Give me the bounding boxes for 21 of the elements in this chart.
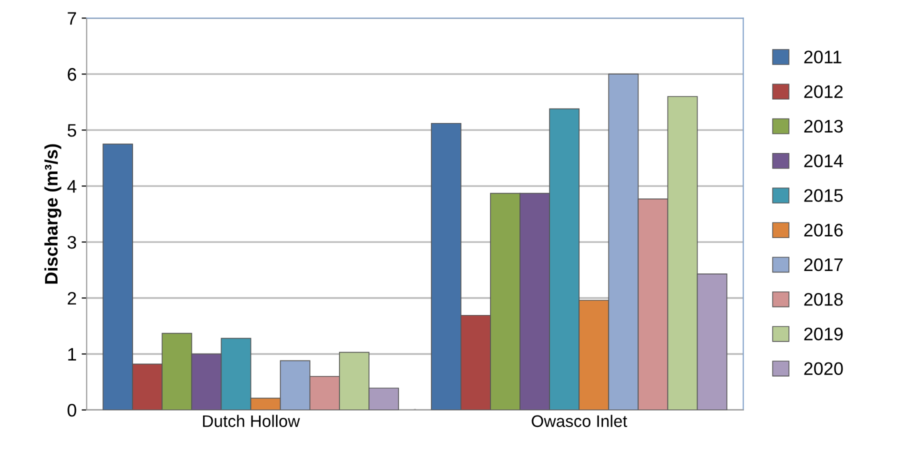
legend-label: 2011 (804, 50, 842, 64)
x-tick-label: Dutch Hollow (203, 414, 300, 428)
y-tick-label: 6 (68, 68, 76, 81)
legend-label: 2019 (804, 328, 843, 340)
y-axis-title: Discharge (m³/s) (44, 144, 62, 284)
legend-label: 2017 (804, 258, 843, 272)
legend-label: 2012 (804, 85, 843, 98)
y-tick-label: 1 (68, 348, 76, 361)
legend-label: 2013 (804, 120, 843, 133)
x-tick-label: Owasco Inlet (532, 414, 628, 428)
legend-label: 2018 (804, 292, 843, 306)
legend-label: 2015 (804, 189, 843, 202)
y-tick-label: 4 (67, 180, 76, 193)
y-tick-label: 5 (68, 124, 76, 137)
y-tick-label: 0 (68, 404, 76, 417)
legend-label: 2020 (804, 362, 843, 376)
y-tick-label: 7 (68, 12, 76, 25)
y-tick-label: 2 (68, 292, 76, 305)
legend-label: 2014 (804, 154, 843, 168)
y-tick-label: 3 (68, 236, 76, 249)
legend-label: 2016 (804, 224, 843, 237)
